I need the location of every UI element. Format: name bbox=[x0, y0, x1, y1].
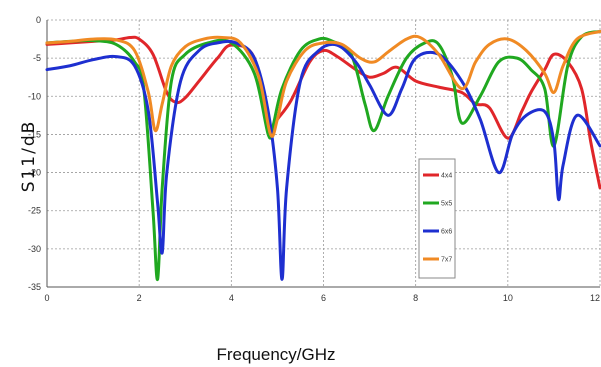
legend-label: 4x4 bbox=[441, 173, 452, 180]
series-line-5x5 bbox=[45, 29, 601, 281]
y-tick-label: -30 bbox=[28, 244, 41, 254]
x-tick-label: 8 bbox=[413, 293, 418, 303]
series-lines bbox=[45, 29, 601, 281]
x-tick-labels: 0 2 4 6 8 10 12 bbox=[44, 293, 600, 303]
legend-label: 6x6 bbox=[441, 229, 452, 236]
y-tick-label: -20 bbox=[28, 168, 41, 178]
legend-label: 7x7 bbox=[441, 257, 452, 264]
legend: 4x4 5x5 6x6 7x7 bbox=[418, 158, 456, 279]
x-tick-label: 2 bbox=[137, 293, 142, 303]
y-tick-label: -5 bbox=[33, 53, 41, 63]
y-axis-label: S11/dB bbox=[19, 120, 39, 193]
series-line-4x4 bbox=[45, 35, 601, 190]
x-axis-label: Frequency/GHz bbox=[216, 345, 335, 364]
x-tick-label: 12 bbox=[590, 293, 600, 303]
x-tick-label: 6 bbox=[321, 293, 326, 303]
x-tick-label: 10 bbox=[503, 293, 513, 303]
y-tick-label: -10 bbox=[28, 91, 41, 101]
y-tick-label: -35 bbox=[28, 282, 41, 292]
series-line-6x6 bbox=[45, 39, 601, 281]
y-tick-label: -15 bbox=[28, 129, 41, 139]
y-tick-labels: 0 -5 -10 -15 -20 -25 -30 -35 bbox=[28, 15, 41, 292]
x-tick-label: 0 bbox=[44, 293, 49, 303]
series-line-7x7 bbox=[45, 29, 601, 138]
y-tick-label: -25 bbox=[28, 206, 41, 216]
grid-lines bbox=[46, 19, 601, 288]
legend-label: 5x5 bbox=[441, 201, 452, 208]
x-tick-label: 4 bbox=[229, 293, 234, 303]
y-tick-label: 0 bbox=[36, 15, 41, 25]
